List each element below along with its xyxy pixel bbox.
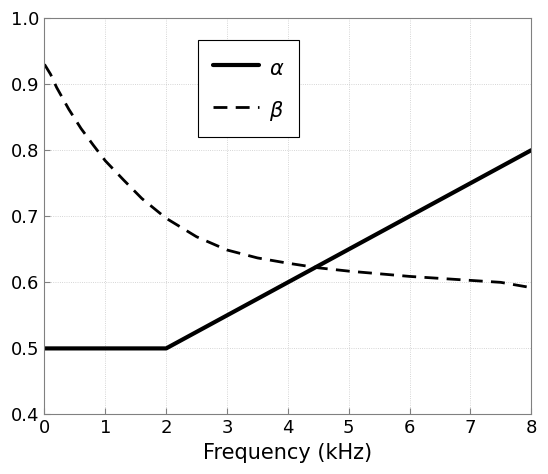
$\beta$ [66, 107, 72, 112]
$\beta$ [102, 158, 109, 164]
$\beta$ [47, 72, 54, 77]
Line: $\alpha$: $\alpha$ [44, 150, 531, 348]
$\alpha$ [41, 346, 48, 351]
$\beta$ [53, 85, 60, 91]
$\beta$ [284, 260, 291, 266]
$\beta$ [345, 268, 352, 274]
$\beta$ [78, 126, 84, 131]
X-axis label: Frequency (kHz): Frequency (kHz) [203, 443, 373, 463]
$\beta$ [467, 277, 473, 283]
$\beta$ [139, 196, 145, 201]
$\beta$ [41, 62, 48, 67]
$\beta$ [437, 275, 443, 281]
$\alpha$ [528, 147, 534, 153]
$\beta$ [376, 271, 383, 277]
$\beta$ [224, 247, 230, 253]
$\beta$ [315, 265, 322, 271]
$\beta$ [498, 280, 504, 285]
Line: $\beta$: $\beta$ [44, 64, 531, 288]
Legend: $\alpha$, $\beta$: $\alpha$, $\beta$ [198, 40, 299, 137]
$\alpha$ [315, 263, 322, 269]
$\beta$ [193, 234, 200, 240]
$\beta$ [90, 142, 96, 148]
$\beta$ [406, 273, 413, 279]
$\beta$ [254, 255, 261, 261]
$\beta$ [528, 285, 534, 291]
$\beta$ [163, 215, 169, 221]
$\alpha$ [163, 346, 169, 351]
$\beta$ [120, 177, 127, 183]
